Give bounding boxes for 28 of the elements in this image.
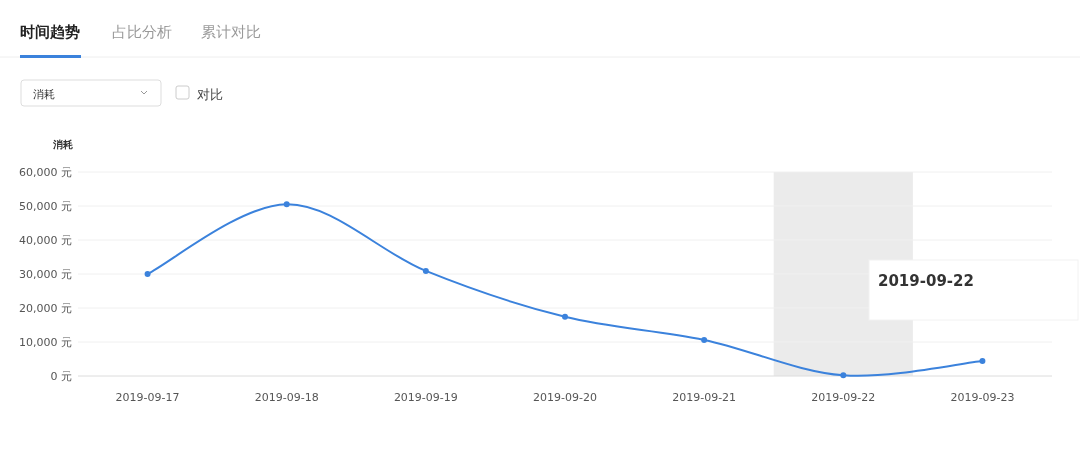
point (979, 358, 986, 365)
x-tick-label: 2019-09-23 (950, 391, 1015, 404)
y-tick-label: 20,000 元 (19, 302, 72, 315)
x-tick-label: 2019-09-17 (115, 391, 180, 404)
x-tick-label: 2019-09-21 (672, 391, 737, 404)
y-tick-label: 50,000 元 (19, 200, 72, 213)
y-tick-label: 60,000 元 (19, 166, 72, 179)
text: 时间趋势 (20, 23, 80, 41)
point (283, 201, 290, 208)
y-axis-title: 消耗 (52, 139, 73, 150)
y-tick-label: 30,000 元 (19, 268, 72, 281)
y-tick-label: 10,000 元 (19, 336, 72, 349)
text: 消耗 (33, 88, 55, 101)
text: 占比分析 (112, 23, 172, 41)
point (562, 313, 568, 320)
x-tick-label: 2019-09-18 (254, 391, 319, 404)
x-tick-label: 2019-09-22 (811, 391, 876, 404)
y-tick-label: 0 元 (50, 370, 72, 383)
annotation: 2019-09-22 (878, 272, 974, 290)
text: 累计对比 (201, 23, 261, 41)
point (144, 271, 151, 277)
point (840, 372, 847, 379)
text: 对比 (197, 87, 223, 102)
point (701, 336, 708, 343)
y-tick-label: 40,000 元 (19, 234, 72, 247)
x-tick-label: 2019-09-20 (533, 391, 597, 404)
point (422, 267, 429, 274)
x-tick-label: 2019-09-19 (393, 391, 458, 404)
